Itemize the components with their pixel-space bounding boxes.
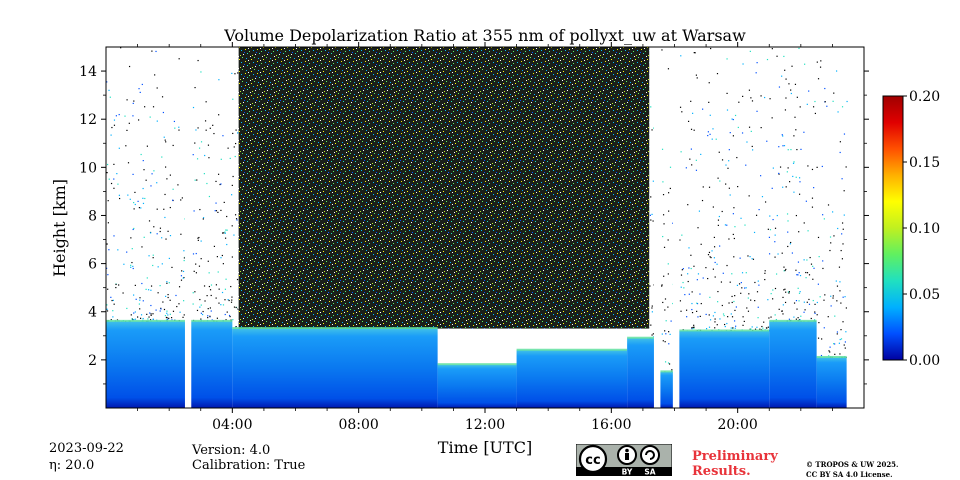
boundary-layer-top-edge (516, 348, 628, 351)
copyright-line-2: CC BY SA 4.0 License. (806, 470, 893, 479)
boundary-layer-top-edge (627, 336, 654, 339)
boundary-layer-segment (106, 321, 233, 408)
chart-title: Volume Depolarization Ratio at 355 nm of… (223, 26, 746, 45)
boundary-layer-top-edge (679, 329, 770, 332)
boundary-layer-top-edge (816, 355, 847, 358)
sa-share-icon (640, 445, 660, 465)
y-tick-label: 14 (79, 64, 97, 80)
colorbar-tick-label: 0.10 (909, 221, 940, 237)
boundary-layer-top-edge (660, 370, 673, 373)
date-label: 2023-09-22 (49, 441, 124, 456)
x-tick-label: 04:00 (212, 417, 252, 433)
colorbar-tick-label: 0.00 (909, 353, 940, 369)
heatmap-area (106, 47, 848, 408)
data-gap (653, 47, 661, 408)
boundary-layer-segment (679, 330, 770, 408)
x-axis-label: Time [UTC] (438, 438, 532, 457)
boundary-layer-top-edge (232, 327, 438, 330)
boundary-layer-top-edge (106, 319, 233, 322)
copyright-notice: © TROPOS & UW 2025. CC BY SA 4.0 License… (806, 460, 899, 480)
y-tick-label: 12 (79, 112, 97, 128)
cc-by-text: BY (622, 468, 633, 477)
x-tick-label: 08:00 (338, 417, 378, 433)
y-tick-label: 10 (79, 160, 97, 176)
svg-text:cc: cc (585, 453, 600, 468)
boundary-layer-aerosol (106, 319, 847, 408)
calibration-label: Calibration: True (192, 458, 306, 473)
noisy-depol-band (238, 47, 650, 329)
x-tick-label: 16:00 (591, 417, 631, 433)
boundary-layer-segment (660, 371, 673, 408)
colorbar-ticks: 0.00 0.05 0.10 0.15 0.20 (903, 89, 940, 369)
colorbar-tick-label: 0.15 (909, 155, 940, 171)
data-gap (672, 47, 680, 408)
sparse-signal-speckle (106, 47, 848, 374)
boundary-layer-segment (816, 357, 847, 408)
version-label: Version: 4.0 (192, 443, 271, 458)
boundary-layer-segment (627, 338, 654, 408)
y-axis-label: Height [km] (50, 179, 69, 277)
y-tick-label: 2 (88, 353, 97, 369)
boundary-layer-segment (516, 350, 628, 408)
y-tick-label: 8 (88, 208, 97, 224)
data-gap (184, 47, 192, 408)
colorbar-tick-label: 0.05 (909, 287, 940, 303)
boundary-layer-top-edge (437, 363, 517, 366)
boundary-layer-segment (437, 364, 517, 408)
x-tick-label: 20:00 (717, 417, 757, 433)
cc-license-badge: cc BY SA (576, 444, 672, 476)
y-tick-label: 6 (88, 257, 97, 273)
boundary-layer-segment (232, 328, 438, 408)
axes: 04:00 08:00 12:00 16:00 20:00 2 4 6 8 10 12 14 (79, 42, 869, 433)
cc-icon (578, 444, 608, 474)
preliminary-line-1: Preliminary (692, 449, 778, 464)
colorbar (882, 95, 904, 361)
y-tick-label: 4 (88, 305, 97, 321)
cc-sa-text: SA (644, 468, 655, 477)
preliminary-line-2: Results. (692, 464, 751, 479)
eta-label: η: 20.0 (49, 458, 95, 473)
x-tick-label: 12:00 (465, 417, 505, 433)
colorbar-tick-label: 0.20 (909, 89, 940, 105)
boundary-layer-top-edge (769, 319, 817, 322)
preliminary-notice: Preliminary Results. (692, 449, 778, 479)
boundary-layer-segment (769, 321, 817, 408)
copyright-line-1: © TROPOS & UW 2025. (806, 460, 899, 469)
